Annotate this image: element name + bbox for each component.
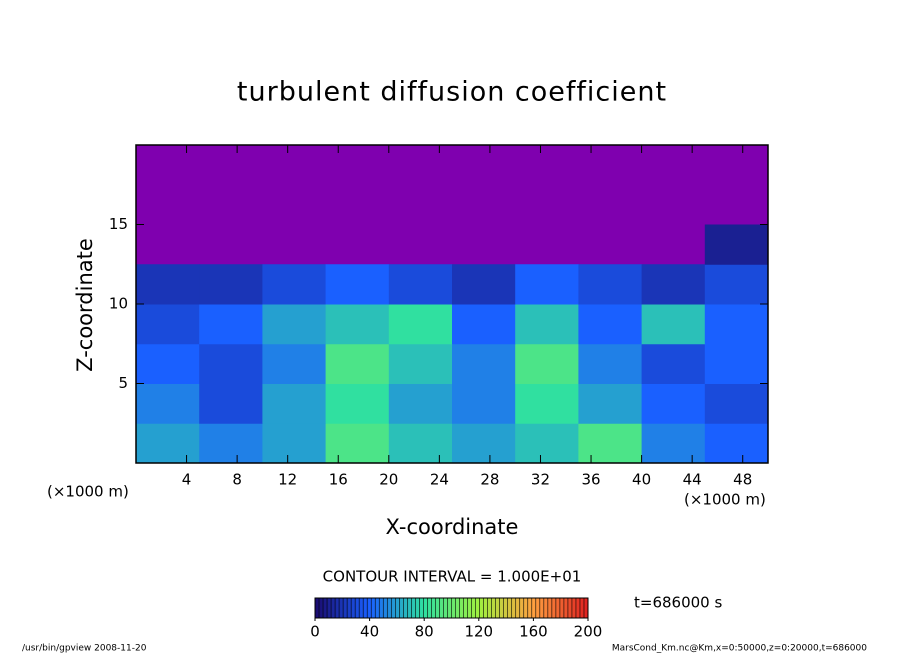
x-tick-label: 48	[733, 471, 752, 489]
heat-cell	[388, 423, 453, 464]
x-tick-label: 24	[430, 471, 449, 489]
heat-cell	[325, 343, 390, 384]
heat-cell	[704, 224, 769, 265]
heat-cell	[641, 343, 706, 384]
heat-cell	[262, 304, 327, 345]
heat-cell	[578, 304, 643, 345]
heat-cell	[325, 423, 390, 464]
heat-cell	[578, 264, 643, 305]
heat-cell	[704, 383, 769, 424]
heat-cell	[325, 304, 390, 345]
heat-cell	[452, 264, 516, 305]
colorbar-tick-label: 0	[310, 623, 320, 641]
x-tick-label: 40	[632, 471, 651, 489]
heat-cell	[452, 423, 516, 464]
heat-cell	[262, 343, 327, 384]
heat-cell	[704, 423, 769, 464]
heat-cell	[136, 264, 200, 305]
heat-cell	[136, 423, 200, 464]
colorbar-tick-label: 40	[360, 623, 379, 641]
x-tick-label: 32	[531, 471, 550, 489]
y-axis-label: Z-coordinate	[73, 238, 97, 372]
heat-cell	[199, 264, 263, 305]
x-unit: (×1000 m)	[684, 491, 766, 509]
heat-cell	[262, 264, 327, 305]
colorbar-tick-label: 200	[574, 623, 603, 641]
colorbar-tick-label: 120	[464, 623, 493, 641]
heat-cell	[515, 423, 579, 464]
heat-cell	[641, 383, 706, 424]
colorbar-tick-label: 160	[519, 623, 548, 641]
x-axis-label: X-coordinate	[386, 515, 519, 539]
heat-cell	[136, 343, 200, 384]
footer-right: MarsCond_Km.nc@Km,x=0:50000,z=0:20000,t=…	[612, 644, 867, 654]
heat-cell	[262, 423, 327, 464]
heat-cell	[515, 383, 579, 424]
heat-cell	[641, 264, 706, 305]
time-label: t=686000 s	[634, 594, 722, 612]
heat-cell	[388, 383, 453, 424]
heat-cell	[704, 304, 769, 345]
heat-cell	[388, 304, 453, 345]
heat-cell	[199, 383, 263, 424]
x-tick-label: 36	[581, 471, 600, 489]
heat-cell	[199, 304, 263, 345]
heat-cell	[704, 343, 769, 384]
heat-cell	[199, 343, 263, 384]
heat-cell	[325, 383, 390, 424]
x-tick-label: 12	[278, 471, 297, 489]
heat-cell	[388, 343, 453, 384]
heat-cell	[515, 343, 579, 384]
x-tick-label: 4	[182, 471, 192, 489]
heat-cell	[452, 304, 516, 345]
heat-cell	[641, 304, 706, 345]
heat-cell	[136, 383, 200, 424]
heat-cell	[578, 343, 643, 384]
heat-cell	[452, 383, 516, 424]
x-tick-label: 28	[480, 471, 499, 489]
heat-cell	[578, 423, 643, 464]
heat-cell	[199, 423, 263, 464]
y-tick-label: 15	[109, 215, 128, 233]
footer-left: /usr/bin/gpview 2008-11-20	[22, 644, 147, 654]
x-tick-label: 20	[379, 471, 398, 489]
heat-cell	[704, 264, 769, 305]
x-tick-label: 8	[232, 471, 242, 489]
heat-cell	[388, 264, 453, 305]
x-tick-label: 44	[683, 471, 702, 489]
colorbar-title: CONTOUR INTERVAL = 1.000E+01	[323, 568, 582, 586]
heat-cell	[452, 343, 516, 384]
heat-cell	[325, 264, 390, 305]
y-tick-label: 10	[109, 295, 128, 313]
heat-cell	[515, 304, 579, 345]
heat-cell	[578, 383, 643, 424]
y-tick-label: 5	[118, 374, 128, 392]
colorbar-tick-label: 80	[415, 623, 434, 641]
chart-title: turbulent diffusion coefficient	[237, 77, 667, 108]
y-unit: (×1000 m)	[47, 483, 129, 501]
heat-cell	[641, 423, 706, 464]
heat-cell	[136, 304, 200, 345]
x-tick-label: 16	[329, 471, 348, 489]
heat-cell	[515, 264, 579, 305]
heat-cell	[262, 383, 327, 424]
